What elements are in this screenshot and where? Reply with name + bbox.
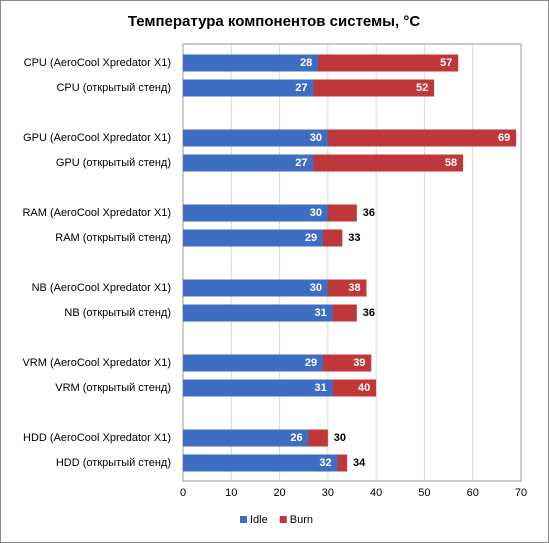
value-label: 30 <box>334 432 346 444</box>
y-tick-label: VRM (открытый стенд) <box>55 382 171 394</box>
bar <box>183 79 314 97</box>
value-label: 38 <box>348 282 360 294</box>
x-tick-label: 30 <box>322 487 334 499</box>
y-tick-label: HDD (открытый стенд) <box>56 457 171 469</box>
value-label: 52 <box>416 82 428 94</box>
bar <box>183 129 328 147</box>
bar <box>183 229 324 247</box>
x-tick-label: 60 <box>467 487 479 499</box>
value-label: 32 <box>319 457 331 469</box>
x-tick-label: 50 <box>418 487 430 499</box>
bar <box>183 154 314 172</box>
y-tick-label: HDD (AeroCool Xpredator X1) <box>23 432 171 444</box>
value-label: 34 <box>353 457 366 469</box>
y-tick-label: RAM (AeroCool Xpredator X1) <box>22 207 171 219</box>
value-label: 29 <box>305 232 317 244</box>
bar <box>183 279 328 297</box>
value-label: 36 <box>363 307 375 319</box>
legend-swatch <box>279 516 287 523</box>
bar <box>183 354 324 372</box>
x-tick-label: 40 <box>370 487 382 499</box>
value-label: 33 <box>348 232 360 244</box>
value-label: 30 <box>310 207 322 219</box>
value-label: 39 <box>353 357 365 369</box>
y-tick-label: VRM (AeroCool Xpredator X1) <box>22 357 171 369</box>
legend-label: Idle <box>250 514 268 526</box>
value-label: 36 <box>363 207 375 219</box>
y-tick-label: NB (AeroCool Xpredator X1) <box>32 282 171 294</box>
x-tick-label: 10 <box>225 487 237 499</box>
x-tick-label: 20 <box>273 487 285 499</box>
y-tick-label: NB (открытый стенд) <box>64 307 171 319</box>
bar <box>183 54 319 72</box>
legend-swatch <box>240 516 247 523</box>
y-tick-label: CPU (AeroCool Xpredator X1) <box>24 57 171 69</box>
value-label: 30 <box>310 282 322 294</box>
value-label: 30 <box>310 132 322 144</box>
value-label: 40 <box>358 382 370 394</box>
bar <box>183 429 309 447</box>
bar <box>183 204 328 222</box>
value-label: 29 <box>305 357 317 369</box>
value-label: 58 <box>445 157 457 169</box>
plot-border <box>182 43 522 482</box>
bar <box>183 454 338 472</box>
value-label: 27 <box>295 82 307 94</box>
value-label: 57 <box>440 57 452 69</box>
value-label: 26 <box>290 432 302 444</box>
bar <box>183 379 333 397</box>
x-tick-label: 70 <box>515 487 527 499</box>
value-label: 69 <box>498 132 510 144</box>
bar <box>183 304 333 322</box>
y-tick-label: GPU (открытый стенд) <box>56 157 171 169</box>
value-label: 28 <box>300 57 312 69</box>
y-tick-label: RAM (открытый стенд) <box>55 232 171 244</box>
x-tick-label: 0 <box>180 487 186 499</box>
value-label: 31 <box>315 382 327 394</box>
chart-title: Температура компонентов системы, °C <box>128 13 420 30</box>
legend-label: Burn <box>290 514 313 526</box>
y-tick-label: CPU (открытый стенд) <box>56 82 171 94</box>
value-label: 27 <box>295 157 307 169</box>
y-tick-label: GPU (AeroCool Xpredator X1) <box>23 132 171 144</box>
value-label: 31 <box>315 307 327 319</box>
